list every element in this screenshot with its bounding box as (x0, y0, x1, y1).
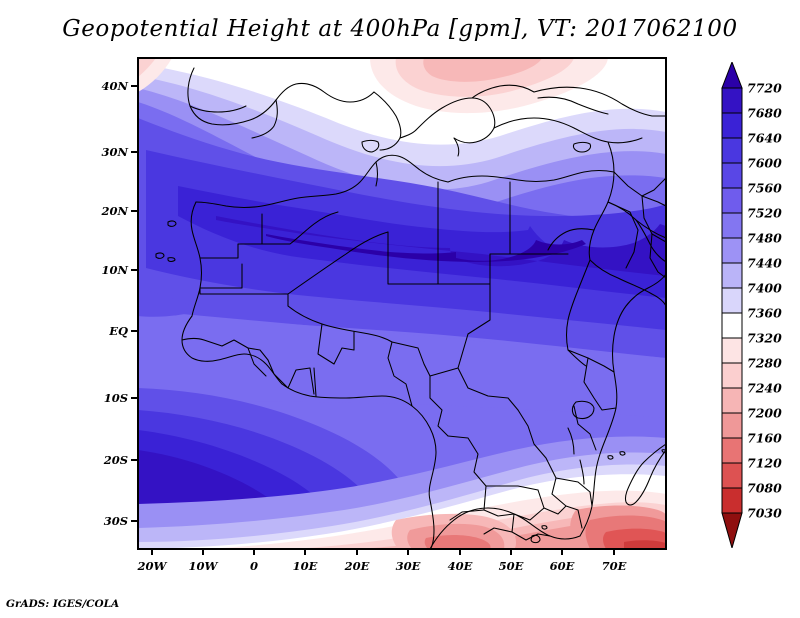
x-tick-label-70e: 70E (601, 559, 627, 573)
credit-text: GrADS: IGES/COLA (6, 598, 120, 610)
colorbar-tick-7600: 7600 (747, 155, 782, 171)
y-tick-label-20s: 20S (103, 453, 128, 467)
x-tick-label-40e: 40E (447, 559, 473, 573)
x-tick-mark (613, 549, 615, 555)
colorbar-tick-7320: 7320 (747, 330, 782, 346)
x-tick-mark (459, 549, 461, 555)
colorbar-swatches (721, 62, 743, 548)
x-tick-mark (561, 549, 563, 555)
colorbar-tick-7280: 7280 (747, 355, 782, 371)
y-tick-label-10n: 10N (101, 263, 128, 277)
colorbar-tick-7480: 7480 (747, 230, 782, 246)
y-tick-mark (131, 520, 137, 522)
x-tick-mark (356, 549, 358, 555)
colorbar-tick-7160: 7160 (747, 430, 782, 446)
x-tick-label-30e: 30E (395, 559, 421, 573)
colorbar-tick-7240: 7240 (747, 380, 782, 396)
colorbar-tick-7360: 7360 (747, 305, 782, 321)
colorbar-tick-7030: 7030 (747, 505, 782, 521)
x-tick-label-0: 0 (249, 559, 259, 573)
y-tick-mark (131, 330, 137, 332)
x-tick-mark (407, 549, 409, 555)
y-tick-label-eq: EQ (109, 324, 128, 338)
y-tick-label-20n: 20N (101, 204, 128, 218)
colorbar-tick-7440: 7440 (747, 255, 782, 271)
contour-map (138, 58, 666, 549)
y-tick-mark (131, 85, 137, 87)
colorbar-tick-7640: 7640 (747, 130, 782, 146)
x-tick-label-50e: 50E (498, 559, 524, 573)
x-tick-mark (151, 549, 153, 555)
y-tick-label-30n: 30N (101, 145, 128, 159)
colorbar-tick-7520: 7520 (747, 205, 782, 221)
y-tick-label-10s: 10S (103, 391, 128, 405)
x-tick-label-10w: 10W (188, 559, 218, 573)
colorbar: 7720 7680 7640 7600 7560 7520 7480 7440 … (721, 62, 782, 548)
y-tick-mark (131, 151, 137, 153)
colorbar-tick-7680: 7680 (747, 105, 782, 121)
y-tick-mark (131, 459, 137, 461)
colorbar-tick-7200: 7200 (747, 405, 782, 421)
colorbar-tick-7560: 7560 (747, 180, 782, 196)
colorbar-tick-7120: 7120 (747, 455, 782, 471)
x-tick-mark (510, 549, 512, 555)
x-tick-label-20e: 20E (344, 559, 370, 573)
y-tick-mark (131, 397, 137, 399)
x-tick-label-20w: 20W (137, 559, 167, 573)
map-plot-area (137, 57, 667, 550)
page-title: Geopotential Height at 400hPa [gpm], VT:… (62, 16, 738, 42)
y-tick-label-40n: 40N (101, 79, 128, 93)
x-tick-mark (253, 549, 255, 555)
colorbar-tick-7720: 7720 (747, 80, 782, 96)
y-tick-mark (131, 269, 137, 271)
colorbar-tick-7080: 7080 (747, 480, 782, 496)
colorbar-tick-7400: 7400 (747, 280, 782, 296)
y-tick-label-30s: 30S (103, 514, 128, 528)
x-tick-label-10e: 10E (292, 559, 318, 573)
x-tick-mark (304, 549, 306, 555)
y-tick-mark (131, 210, 137, 212)
x-tick-mark (202, 549, 204, 555)
x-tick-label-60e: 60E (549, 559, 575, 573)
